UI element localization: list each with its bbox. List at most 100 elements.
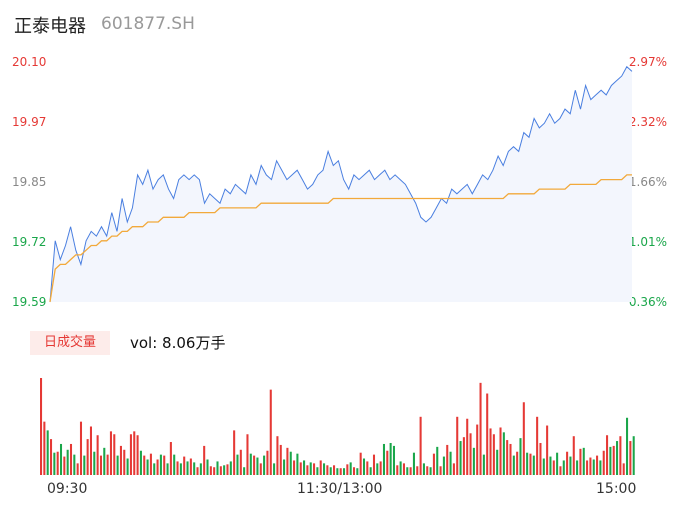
percent-axis-tick: 2.97% [628, 55, 667, 69]
volume-bar [499, 427, 502, 475]
volume-bar [606, 435, 609, 475]
volume-bar [599, 460, 602, 475]
volume-bar [206, 459, 209, 475]
stock-code: 601877.SH [101, 14, 195, 34]
volume-bar [299, 462, 302, 475]
price-area [50, 66, 632, 302]
volume-bar [103, 447, 106, 475]
volume-bar [566, 451, 569, 475]
volume-bar [133, 431, 136, 475]
price-axis-tick: 19.59 [12, 295, 47, 309]
volume-bar [619, 436, 622, 475]
volume-bar [53, 452, 56, 475]
volume-bar [356, 468, 359, 475]
volume-bar [529, 453, 532, 475]
volume-bar [439, 466, 442, 475]
volume-bar [129, 434, 132, 475]
volume-bar [552, 460, 555, 475]
volume-bar [449, 451, 452, 475]
volume-bar [442, 456, 445, 475]
volume-bar [333, 465, 336, 475]
time-axis-tick: 15:00 [596, 481, 637, 497]
volume-bar [126, 458, 129, 475]
volume-bar [209, 466, 212, 475]
volume-bar [73, 454, 76, 475]
volume-bar [542, 458, 545, 475]
volume-bar [326, 465, 329, 475]
volume-bar [446, 444, 449, 475]
volume-bar [382, 443, 386, 475]
volume-bar [253, 455, 256, 475]
average-price-line [49, 174, 632, 303]
volume-bar [193, 462, 196, 475]
price-axis-tick: 20.10 [12, 55, 47, 69]
volume-bar [99, 455, 102, 475]
volume-bar [622, 463, 625, 475]
volume-bar [316, 467, 319, 475]
volume-bar [176, 461, 179, 475]
volume-bar [123, 449, 126, 475]
volume-bar [213, 467, 216, 475]
volume-bar [46, 430, 49, 475]
volume-bar [156, 459, 159, 475]
volume-bar [419, 416, 422, 475]
volume-bar [83, 455, 86, 475]
price-line [49, 65, 633, 303]
volume-bar [369, 467, 372, 475]
volume-bar [466, 418, 469, 475]
volume-bar [389, 442, 392, 475]
volume-bar [186, 461, 189, 475]
volume-bar [336, 468, 339, 475]
volume-bar [279, 444, 282, 475]
volume-bar [56, 451, 59, 475]
volume-bar [376, 463, 379, 475]
volume-bar [426, 466, 429, 475]
volume-bar [459, 441, 462, 475]
volume-bar [516, 451, 519, 475]
price-chart [49, 65, 633, 303]
volume-bar [406, 467, 409, 475]
volume-bar [166, 463, 169, 475]
volume-bar [263, 455, 266, 475]
volume-bar [616, 441, 619, 475]
volume-bar [506, 440, 509, 475]
volume-bar [113, 434, 116, 475]
volume-bar [179, 463, 182, 475]
volume-bar [43, 421, 46, 475]
volume-bar [199, 463, 202, 475]
volume-bar [63, 456, 66, 475]
volume-bar [79, 421, 83, 475]
volume-bar [342, 468, 346, 475]
volume-bar [469, 433, 472, 475]
volume-bar [489, 428, 492, 475]
time-axis-tick: 11:30/13:00 [297, 481, 383, 497]
volume-bar [153, 463, 156, 475]
volume-bar [549, 456, 552, 475]
volume-bar [246, 434, 249, 475]
volume-bar [49, 439, 53, 475]
volume-bar [352, 467, 356, 475]
volume-bar [239, 449, 242, 475]
volume-bar [283, 459, 286, 475]
volume-bar [169, 442, 172, 475]
volume-bar [323, 463, 326, 475]
volume-bar [303, 460, 306, 475]
volume-bar [569, 456, 572, 475]
volume-bar [229, 461, 232, 475]
volume-bar [173, 454, 176, 475]
volume-bar [93, 451, 96, 475]
volume-bar [502, 432, 505, 475]
volume-bar [592, 459, 595, 475]
daily-volume-badge: 日成交量 [30, 331, 110, 355]
volume-bar [269, 389, 272, 475]
volume-bar [306, 465, 309, 475]
volume-bar [372, 454, 376, 475]
percent-axis-tick: 0.36% [628, 295, 667, 309]
volume-bar [396, 465, 399, 475]
volume-bar [436, 446, 439, 475]
volume-bar [86, 439, 89, 475]
volume-bar [286, 447, 289, 475]
volume-bar [576, 460, 579, 475]
volume-bar [456, 416, 459, 475]
